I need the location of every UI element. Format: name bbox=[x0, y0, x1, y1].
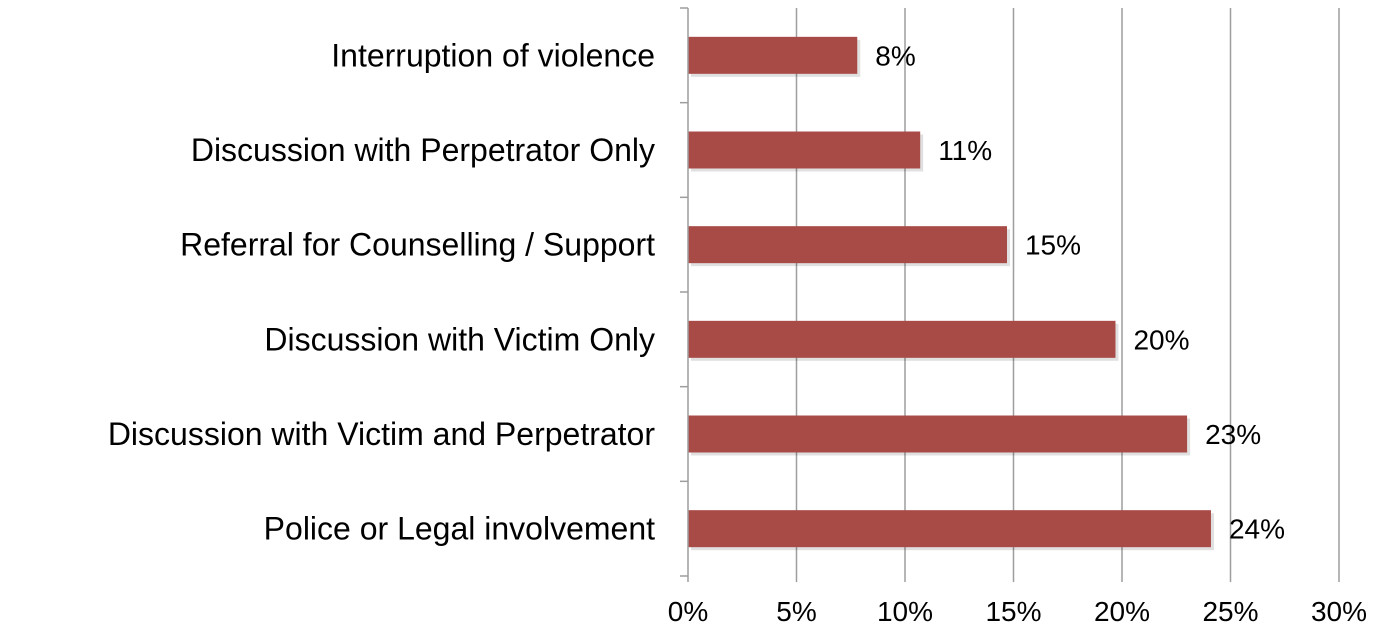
data-label: 8% bbox=[875, 40, 915, 71]
bar bbox=[688, 226, 1007, 264]
x-tick-label: 10% bbox=[877, 596, 933, 627]
x-tick-label: 5% bbox=[776, 596, 816, 627]
x-tick-label: 20% bbox=[1094, 596, 1150, 627]
data-label: 23% bbox=[1205, 419, 1261, 450]
bar bbox=[688, 36, 858, 74]
bar bbox=[688, 510, 1211, 548]
bar bbox=[688, 415, 1188, 453]
grid-lines bbox=[795, 8, 1340, 576]
data-label: 20% bbox=[1133, 324, 1189, 355]
x-tick-label: 25% bbox=[1202, 596, 1258, 627]
category-label: Police or Legal involvement bbox=[264, 511, 655, 547]
bar bbox=[688, 131, 921, 169]
category-label: Discussion with Victim and Perpetrator bbox=[108, 416, 656, 452]
bars bbox=[688, 36, 1214, 551]
x-tick-label: 30% bbox=[1311, 596, 1367, 627]
category-label: Referral for Counselling / Support bbox=[180, 227, 655, 263]
bar bbox=[688, 320, 1116, 358]
labels: 0% 5% 10% 15% 20% 25% 30% Interruption of viole… bbox=[108, 37, 1367, 627]
category-label: Discussion with Victim Only bbox=[264, 321, 655, 357]
x-tick-label: 0% bbox=[668, 596, 708, 627]
data-label: 24% bbox=[1229, 514, 1285, 545]
data-label: 15% bbox=[1025, 230, 1081, 261]
category-label: Discussion with Perpetrator Only bbox=[191, 132, 655, 168]
axes bbox=[680, 7, 1340, 582]
data-label: 11% bbox=[938, 135, 992, 166]
x-tick-label: 15% bbox=[985, 596, 1041, 627]
category-label: Interruption of violence bbox=[331, 37, 655, 73]
